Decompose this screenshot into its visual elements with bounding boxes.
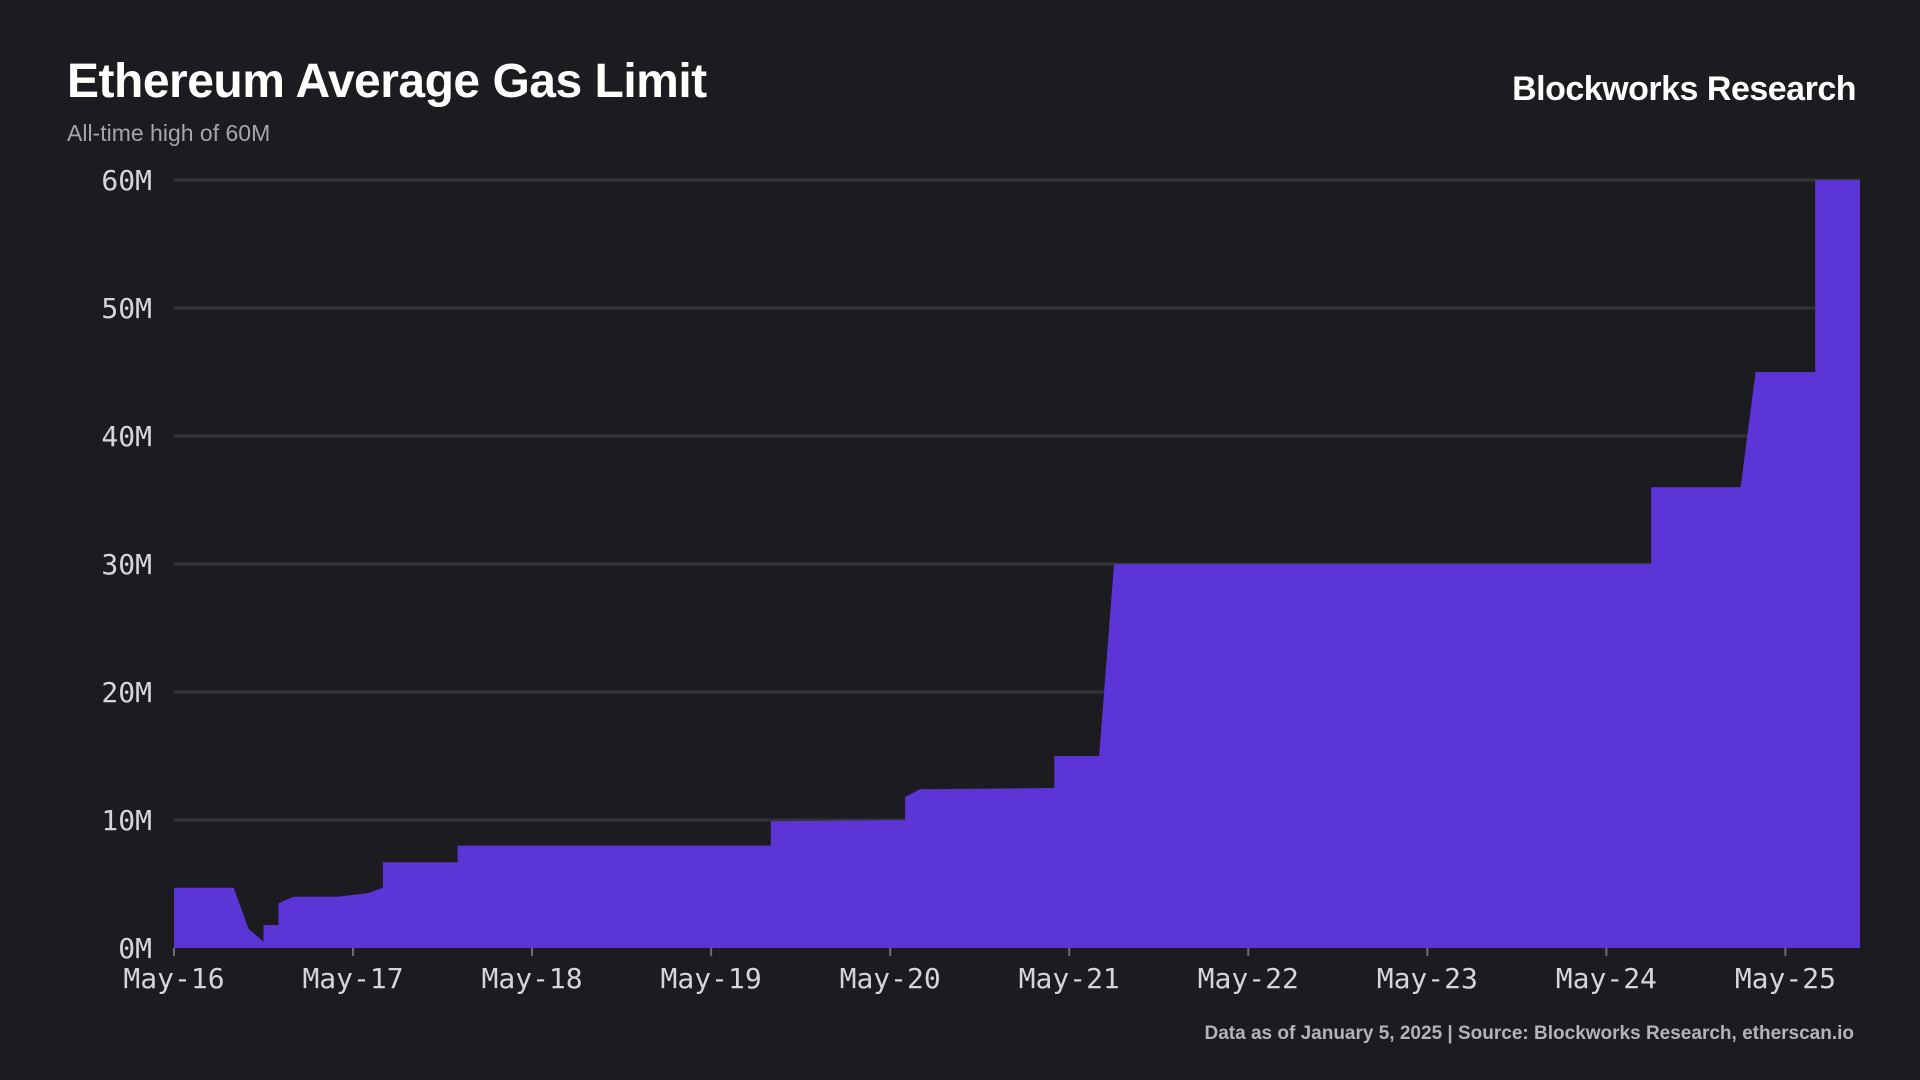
x-tick-label: May-19 <box>661 962 762 995</box>
x-tick-label: May-24 <box>1556 962 1657 995</box>
source-note: Data as of January 5, 2025 | Source: Blo… <box>1204 1023 1855 1044</box>
gas-limit-area <box>174 180 1860 948</box>
y-tick-label: 30M <box>101 548 152 581</box>
x-tick-label: May-21 <box>1019 962 1120 995</box>
x-tick-label: May-17 <box>302 962 403 995</box>
brand-logo-text: Blockworks Research <box>1512 70 1856 108</box>
chart-subtitle: All-time high of 60M <box>67 120 271 146</box>
y-tick-label: 10M <box>101 804 152 837</box>
y-tick-label: 50M <box>101 292 152 325</box>
x-tick-label: May-16 <box>123 962 224 995</box>
y-axis: 0M 10M 20M 30M 40M 50M 60M <box>101 164 152 965</box>
x-tick-label: May-20 <box>840 962 941 995</box>
x-tick-label: May-25 <box>1735 962 1836 995</box>
y-tick-label: 20M <box>101 676 152 709</box>
area-series <box>174 180 1860 948</box>
x-tick-label: May-18 <box>482 962 583 995</box>
x-tick-label: May-23 <box>1377 962 1478 995</box>
y-tick-label: 40M <box>101 420 152 453</box>
y-tick-label: 60M <box>101 164 152 197</box>
y-tick-label: 0M <box>118 932 152 965</box>
chart-title: Ethereum Average Gas Limit <box>67 55 707 108</box>
x-axis: May-16 May-17 May-18 May-19 May-20 May-21 May-… <box>123 948 1836 995</box>
x-tick-label: May-22 <box>1198 962 1299 995</box>
